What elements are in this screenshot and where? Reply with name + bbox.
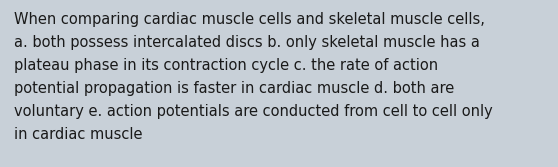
- Text: plateau phase in its contraction cycle c. the rate of action: plateau phase in its contraction cycle c…: [14, 58, 438, 73]
- Text: potential propagation is faster in cardiac muscle d. both are: potential propagation is faster in cardi…: [14, 81, 454, 96]
- Text: in cardiac muscle: in cardiac muscle: [14, 127, 142, 142]
- Text: a. both possess intercalated discs b. only skeletal muscle has a: a. both possess intercalated discs b. on…: [14, 35, 480, 50]
- Text: voluntary e. action potentials are conducted from cell to cell only: voluntary e. action potentials are condu…: [14, 104, 493, 119]
- Text: When comparing cardiac muscle cells and skeletal muscle cells,: When comparing cardiac muscle cells and …: [14, 12, 485, 27]
